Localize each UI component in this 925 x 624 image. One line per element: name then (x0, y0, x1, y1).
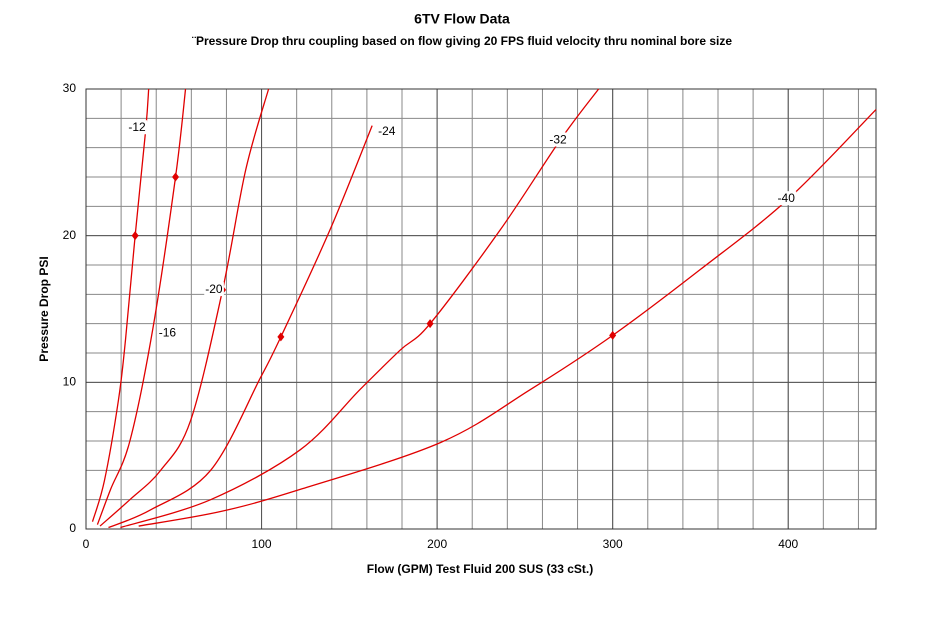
marker (609, 330, 617, 340)
curve-label-bg (377, 123, 397, 138)
curve-label-bg (776, 191, 797, 206)
x-tick-label: 100 (252, 537, 272, 551)
y-tick-label: 20 (63, 228, 77, 242)
x-tick-label: 300 (603, 537, 623, 551)
marker (277, 332, 285, 342)
y-tick-label: 10 (63, 375, 77, 389)
curve-label: -32 (549, 133, 567, 147)
marker (426, 319, 434, 329)
curve-label-bg (157, 325, 178, 340)
curve-label: -12 (128, 120, 146, 134)
marker (131, 231, 139, 241)
curve-label: -40 (778, 191, 796, 205)
marker (172, 172, 180, 182)
x-tick-label: 200 (427, 537, 447, 551)
x-axis-label: Flow (GPM) Test Fluid 200 SUS (33 cSt.) (367, 562, 593, 576)
curve-label: -20 (205, 282, 223, 296)
plot-border (85, 88, 877, 530)
curve-label: -16 (159, 326, 177, 340)
curve (120, 88, 600, 529)
curve-label-bg (204, 282, 224, 297)
curve (99, 88, 270, 527)
y-tick-label: 0 (69, 521, 76, 535)
curve-label-bg (127, 120, 148, 135)
curve-label-bg (548, 132, 568, 147)
curve-label: -24 (378, 124, 396, 138)
chart-title: 6TV Flow Data (414, 11, 510, 27)
y-axis-label: Pressure Drop PSI (37, 256, 51, 361)
x-tick-label: 0 (83, 537, 90, 551)
curve (138, 109, 877, 527)
chart-subtitle: ¨Pressure Drop thru coupling based on fl… (192, 34, 732, 48)
curve (96, 88, 187, 525)
curve (108, 125, 373, 529)
x-tick-label: 400 (778, 537, 798, 551)
y-tick-label: 30 (63, 81, 77, 95)
